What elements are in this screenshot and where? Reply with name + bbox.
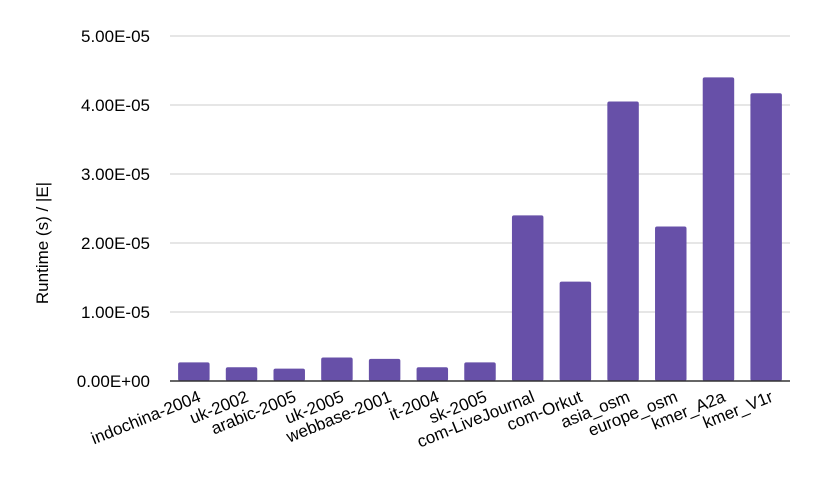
y-tick-label: 0.00E+00 bbox=[77, 372, 150, 391]
bar-uk-2005 bbox=[321, 357, 353, 381]
bar-it-2004 bbox=[416, 367, 449, 381]
bar-uk-2002 bbox=[225, 367, 258, 381]
bar-arabic-2005 bbox=[273, 368, 305, 381]
bar-sk-2005 bbox=[464, 362, 496, 381]
bar-com-orkut bbox=[559, 281, 592, 381]
category-labels: indochina-2004uk-2002arabic-2005uk-2005w… bbox=[88, 387, 776, 452]
y-axis-title: Runtime (s) / |E| bbox=[33, 182, 52, 304]
bar-europe-osm bbox=[655, 226, 687, 381]
y-tick-label: 1.00E-05 bbox=[81, 303, 150, 322]
y-tick-labels: 0.00E+00 1.00E-05 2.00E-05 3.00E-05 4.00E-05… bbox=[77, 27, 150, 391]
y-tick-label: 3.00E-05 bbox=[81, 165, 150, 184]
bar-asia-osm bbox=[607, 101, 639, 382]
bar-kmer-v1r bbox=[750, 93, 782, 382]
y-tick-label: 4.00E-05 bbox=[81, 96, 150, 115]
y-tick-label: 5.00E-05 bbox=[81, 27, 150, 46]
bar-kmer-a2a bbox=[702, 77, 735, 382]
y-tick-label: 2.00E-05 bbox=[81, 234, 150, 253]
gridlines bbox=[170, 35, 790, 313]
category-label: indochina-2004 bbox=[88, 387, 203, 448]
bar-indochina-2004 bbox=[178, 362, 210, 381]
bar-com-livejournal bbox=[511, 215, 544, 381]
bars bbox=[178, 77, 782, 382]
bar-webbase-2001 bbox=[368, 358, 401, 381]
